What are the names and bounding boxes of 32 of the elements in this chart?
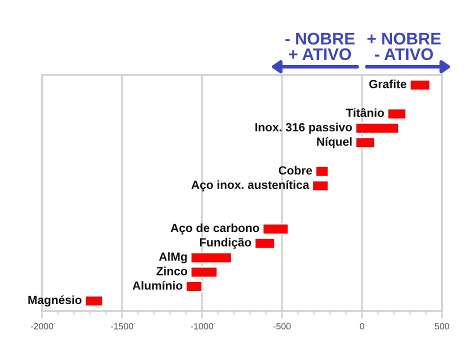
bar — [386, 108, 407, 120]
bar — [185, 280, 203, 292]
y-tick-label: Níquel — [317, 137, 352, 148]
x-tick-label: -500 — [273, 323, 291, 330]
x-tick-label: 0 — [360, 323, 364, 330]
bar — [190, 266, 218, 278]
bar — [262, 223, 290, 235]
y-tick-label: Titânio — [346, 108, 384, 118]
bar — [354, 122, 400, 134]
y-tick-label: Aço de carbono — [170, 223, 260, 234]
bar — [354, 136, 376, 149]
x-tick-label: -1000 — [190, 323, 214, 330]
bar — [314, 166, 330, 178]
y-tick-label: Grafite — [369, 80, 406, 88]
bar — [84, 295, 104, 307]
bar — [409, 79, 431, 91]
y-tick-label: Cobre — [278, 166, 312, 175]
x-tick-label: -1500 — [110, 323, 134, 330]
x-tick-label: -2000 — [30, 323, 54, 330]
x-tick-label: 500 — [434, 323, 450, 330]
y-tick-label: Inox. 316 passivo — [255, 122, 352, 134]
y-tick-label: Alumínio — [132, 280, 182, 290]
y-tick-label: Zinco — [156, 266, 188, 276]
bar — [190, 252, 232, 264]
y-tick-label: Fundição — [200, 238, 252, 249]
text: + NOBRE - ATIVO — [367, 32, 441, 60]
bar — [312, 180, 330, 192]
y-tick-label: Aço inox. austenítica — [191, 180, 310, 192]
y-tick-label: Magnésio — [28, 295, 82, 307]
text: - NOBRE + ATIVO — [285, 32, 355, 60]
y-tick-label: AlMg — [159, 252, 187, 264]
bar — [254, 237, 276, 250]
